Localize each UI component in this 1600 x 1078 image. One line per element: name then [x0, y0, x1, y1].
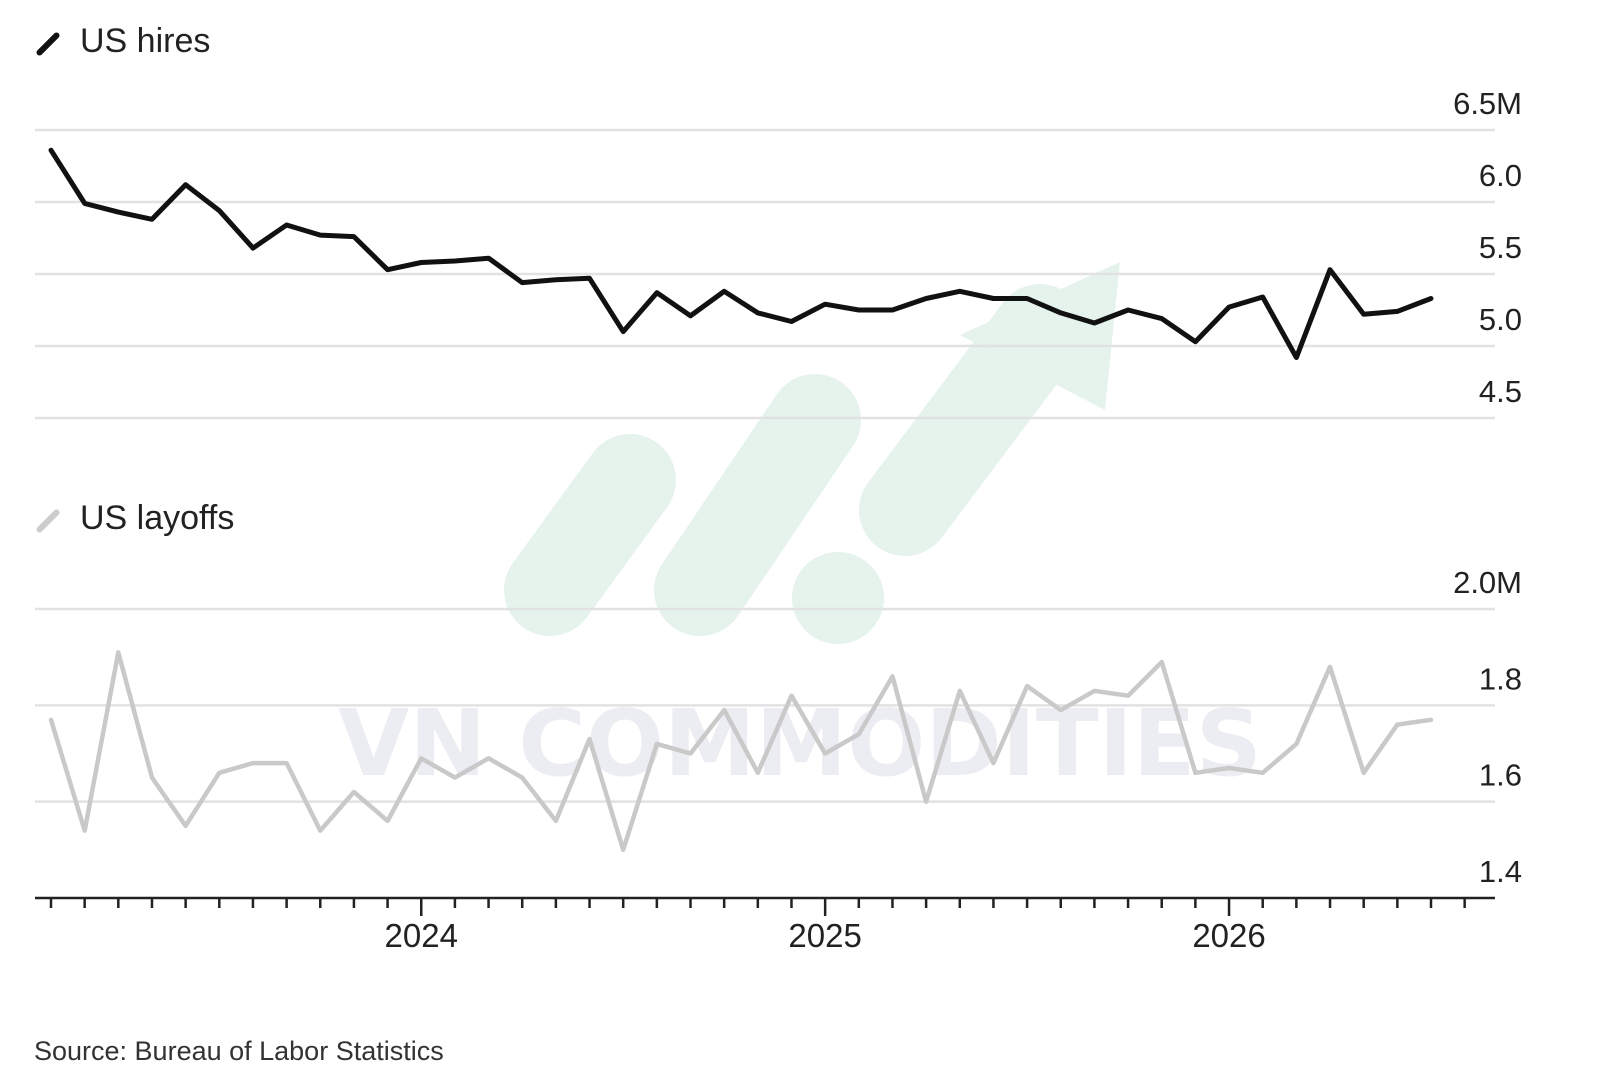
hires-chart-title: US hires: [80, 22, 211, 60]
hires-y-tick-label: 5.0: [1479, 302, 1522, 337]
hires-y-tick-label: 6.5M: [1453, 86, 1522, 121]
x-axis-year-label: 2024: [385, 917, 458, 954]
layoffs-series-line: [48, 650, 1434, 853]
hires-y-tick-labels: 6.5M 6.0 5.5 5.0 4.5: [1453, 86, 1522, 409]
source-note: Source: Bureau of Labor Statistics: [34, 1036, 444, 1066]
hires-y-tick-label: 6.0: [1479, 158, 1522, 193]
hires-y-tick-label: 5.5: [1479, 230, 1522, 265]
hires-gridlines: [35, 128, 1495, 420]
layoffs-chart-title: US layoffs: [80, 499, 235, 537]
layoffs-gridlines: [35, 607, 1495, 803]
layoffs-y-tick-label: 1.8: [1479, 661, 1522, 696]
x-axis-year-label: 2026: [1192, 917, 1265, 954]
watermark-logo: [504, 262, 1120, 644]
series-lines: [48, 147, 1434, 853]
hires-series-line: [48, 147, 1434, 360]
layoffs-y-tick-label: 2.0M: [1453, 565, 1522, 600]
x-axis-year-label: 2025: [788, 917, 861, 954]
x-axis: 2024 2025 2026: [35, 896, 1495, 954]
layoffs-y-tick-label: 1.4: [1479, 854, 1522, 889]
hires-y-tick-label: 4.5: [1479, 374, 1522, 409]
layoffs-y-tick-labels: 2.0M 1.8 1.6 1.4: [1453, 565, 1522, 889]
layoffs-y-tick-label: 1.6: [1479, 758, 1522, 793]
